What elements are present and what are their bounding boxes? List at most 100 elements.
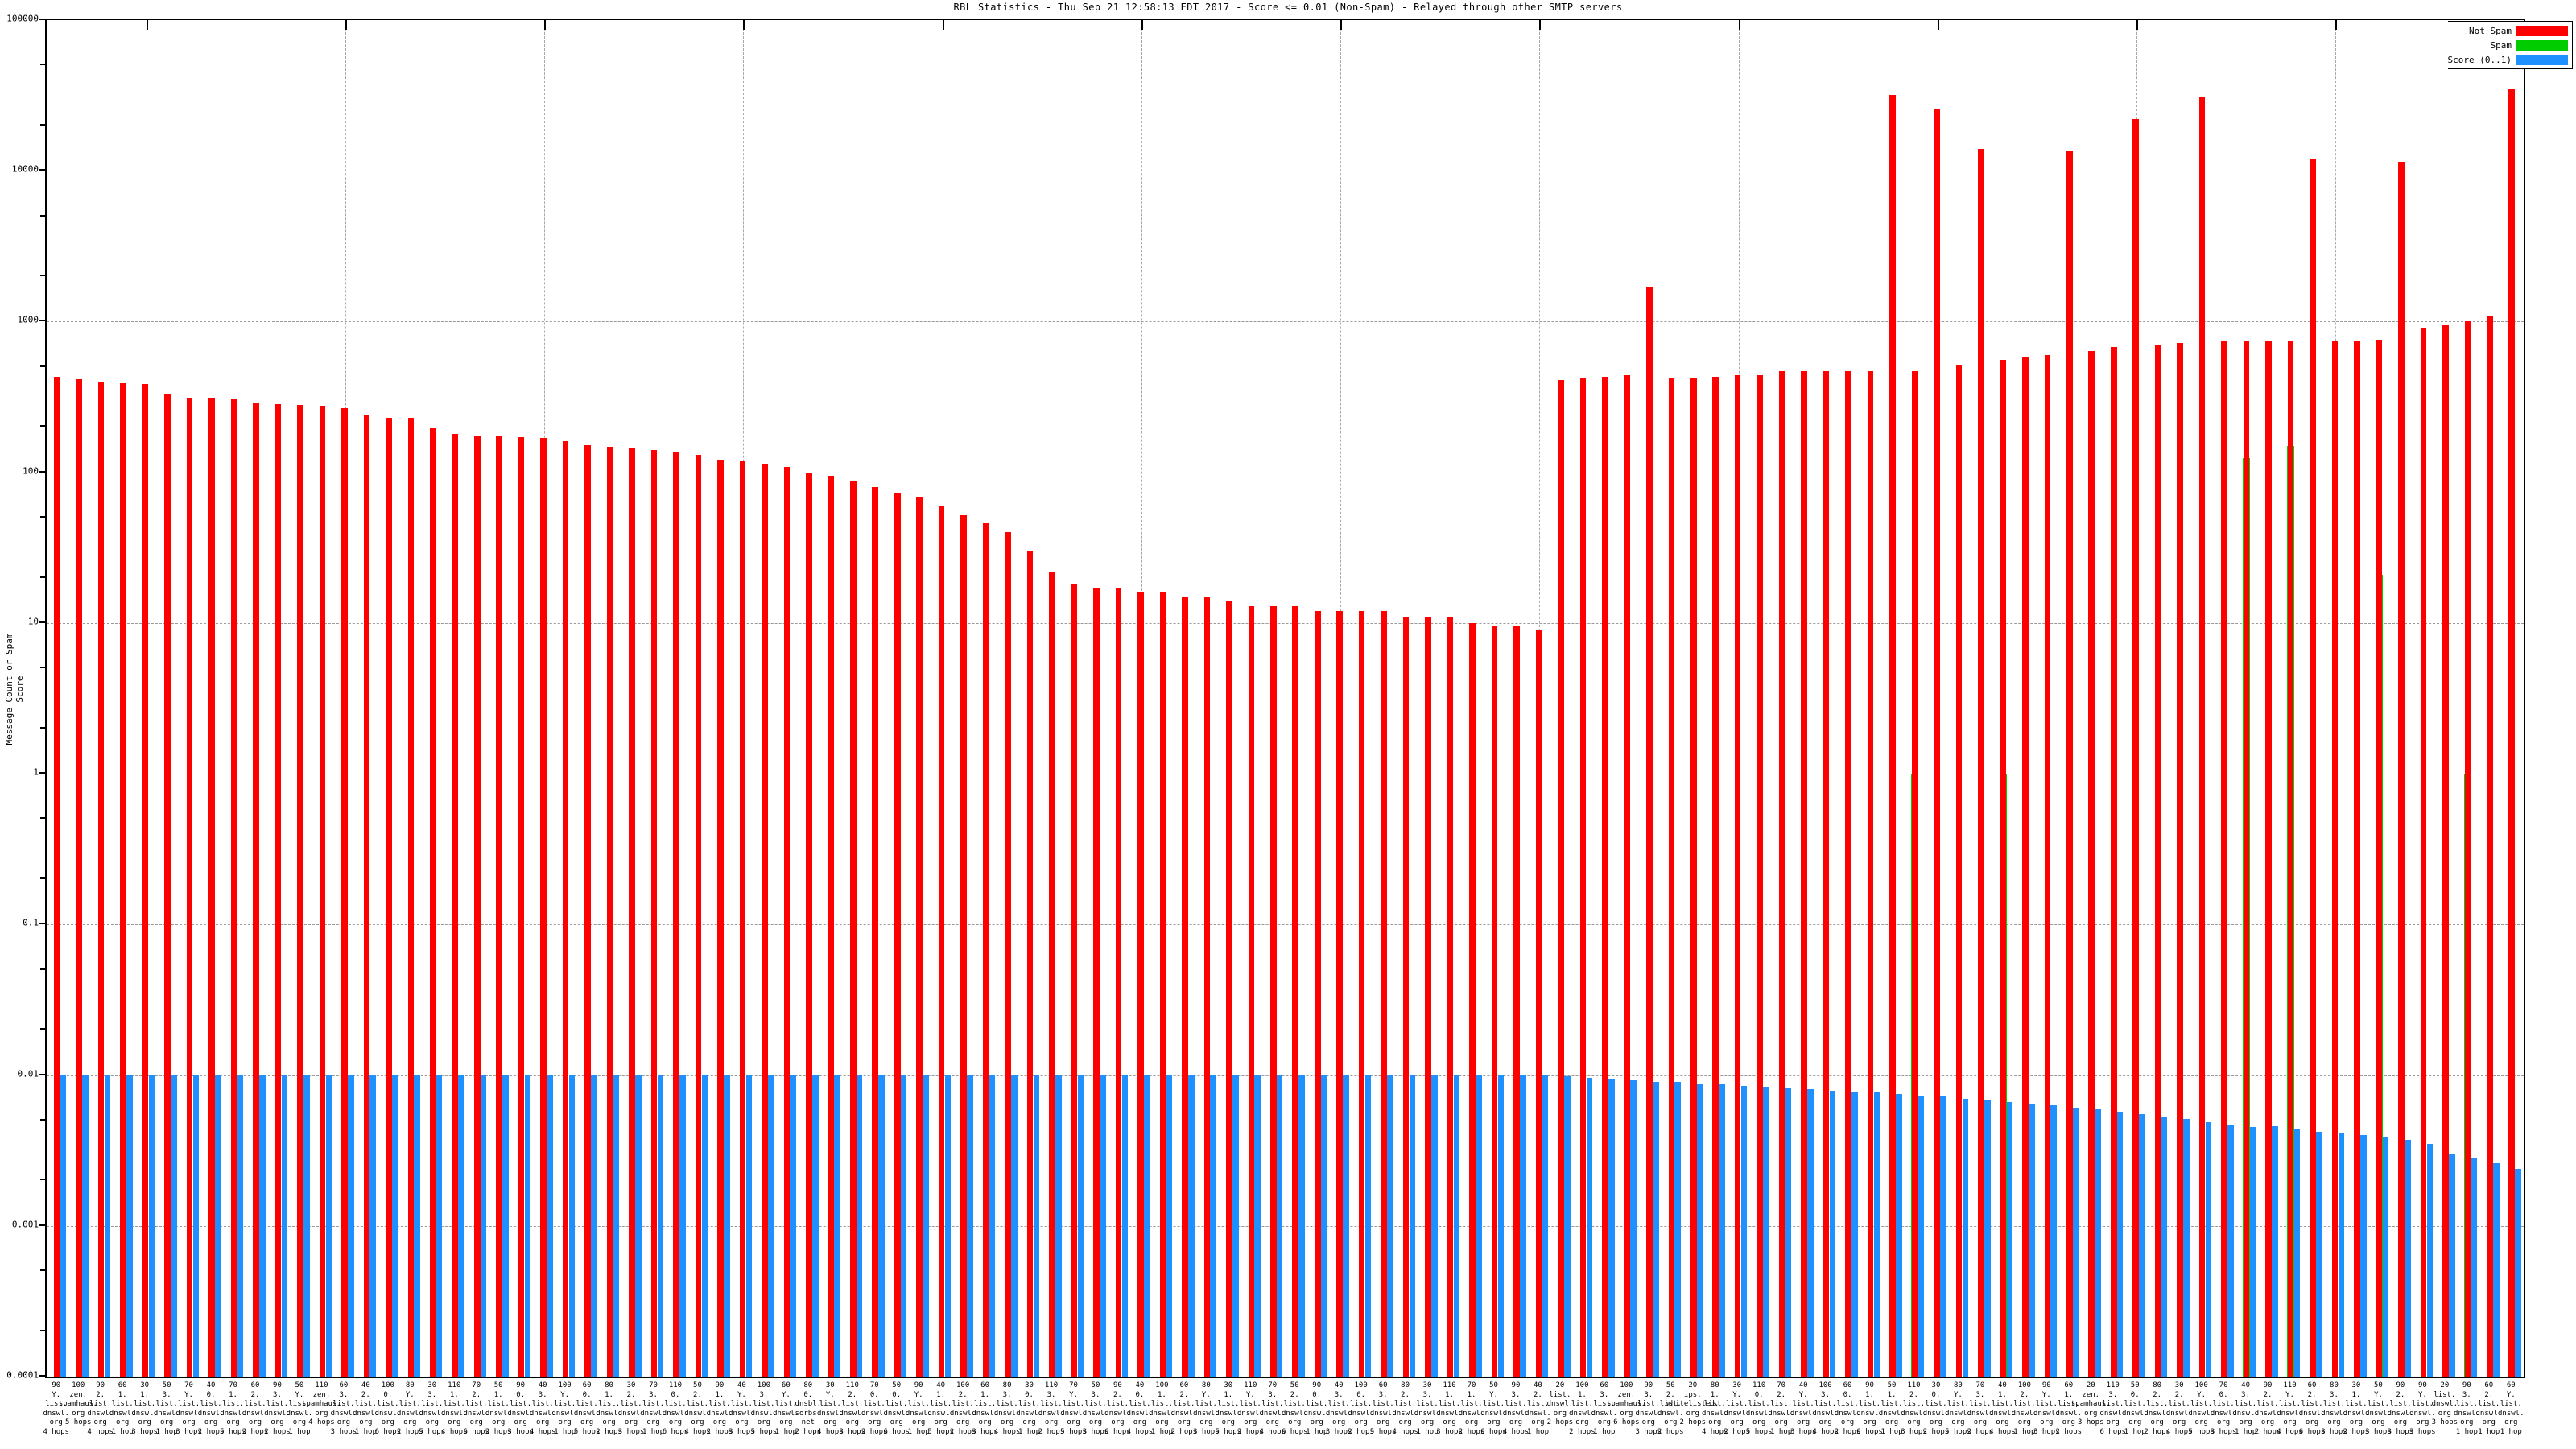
bar-score <box>60 1075 67 1377</box>
x-axis-label: 60 3. list. dnswl. org 5 hops <box>1369 1381 1397 1436</box>
bar-score <box>1807 1088 1814 1377</box>
bar-not-spam <box>2287 341 2294 1377</box>
x-axis-label: 90 Y. list. dnswl. org 1 hop <box>905 1381 932 1436</box>
x-axis-label: 70 3. list. dnswl. org 4 hops <box>1259 1381 1286 1436</box>
y-tick-minor <box>40 1179 46 1181</box>
bar-score <box>834 1075 840 1377</box>
x-axis-label: 80 3. list. dnswl. org 4 hops <box>993 1381 1021 1436</box>
bar-score <box>2492 1163 2500 1377</box>
bar-not-spam <box>473 436 481 1377</box>
bar-not-spam <box>2243 341 2250 1377</box>
y-tick-minor <box>40 516 46 518</box>
x-axis-label: 90 0. list. dnswl. org 1 hop <box>1303 1381 1330 1436</box>
y-tick-label: 10 <box>27 616 39 627</box>
y-tick-minor <box>40 817 46 819</box>
bar-not-spam <box>341 408 348 1377</box>
bar-score <box>2050 1105 2058 1377</box>
x-axis-label: 110 3. list. dnswl. org 2 hops <box>1038 1381 1065 1436</box>
bar-score <box>2293 1129 2301 1377</box>
x-axis-label: 90 2. list. dnswl. org 3 hops <box>2387 1381 2414 1436</box>
bar-score <box>1254 1075 1261 1377</box>
x-axis-label: 50 1. list. dnswl. org 1 hop <box>1878 1381 1905 1436</box>
x-axis-label: 50 Y. list. dnswl. org 3 hops <box>2365 1381 2392 1436</box>
bar-score <box>2227 1124 2234 1377</box>
bar-score <box>1144 1075 1150 1377</box>
bar-score <box>944 1075 952 1377</box>
bar-not-spam <box>2442 324 2449 1377</box>
bar-score <box>2006 1102 2013 1377</box>
bar-score <box>989 1075 996 1377</box>
x-tick <box>2136 19 2139 30</box>
bar-score <box>2072 1107 2079 1377</box>
x-axis-label: 20 list. dnswl. org 2 hops <box>1546 1381 1574 1426</box>
bar-score <box>2316 1132 2322 1377</box>
bar-not-spam <box>1778 370 1785 1377</box>
bar-score <box>104 1075 111 1377</box>
bar-score <box>1364 1075 1372 1377</box>
bar-not-spam <box>1469 622 1476 1377</box>
y-tick-minor <box>40 1028 46 1030</box>
bar-score <box>391 1075 398 1377</box>
x-axis-label: 70 1. list. dnswl. org 2 hops <box>1458 1381 1485 1436</box>
bar-score <box>303 1075 310 1377</box>
bar-not-spam <box>363 415 370 1377</box>
x-axis-label: 30 0. list. dnswl. org 2 hops <box>1922 1381 1950 1436</box>
bar-score <box>524 1075 531 1377</box>
x-tick <box>1141 19 1143 30</box>
bar-score <box>2448 1154 2455 1377</box>
bar-score <box>1320 1075 1327 1377</box>
bar-not-spam <box>1668 378 1675 1377</box>
x-axis-label: 100 0. list. dnswl. org 2 hops <box>1348 1381 1374 1436</box>
x-axis-label: 60 1. list. dnswl. org 2 hops <box>2055 1381 2083 1436</box>
bar-not-spam <box>120 383 126 1377</box>
x-axis-labels: 90 Y. list. dnswl. org 4 hops 100 zen. spamhaus.… <box>43 1381 2525 1449</box>
bar-score <box>591 1075 597 1377</box>
bar-not-spam <box>1624 375 1631 1377</box>
bar-not-spam <box>849 481 857 1377</box>
bar-score <box>1586 1077 1593 1377</box>
x-axis-label: 60 3. list. dnswl. org 1 hop <box>1591 1381 1618 1436</box>
x-axis-label: 110 0. list. dnswl. org 5 hops <box>1745 1381 1773 1436</box>
bar-score <box>2382 1137 2389 1377</box>
bar-not-spam <box>2177 343 2183 1377</box>
bar-score <box>259 1075 266 1377</box>
x-axis-label: 40 3. list. dnswl. org 1 hop <box>2232 1381 2259 1436</box>
plot-area <box>45 19 2525 1378</box>
bar-score <box>1829 1090 1836 1377</box>
bar-score <box>1652 1082 1659 1377</box>
bar-score <box>436 1075 443 1377</box>
bar-not-spam <box>253 402 259 1377</box>
bar-score <box>1409 1075 1416 1377</box>
x-axis-label: 90 3. list. dnswl. org 4 hops <box>1502 1381 1530 1436</box>
x-axis-label: 60 0. list. dnswl. org 5 hops <box>573 1381 601 1436</box>
x-tick <box>743 19 745 30</box>
x-tick <box>1738 19 1740 30</box>
legend-label-score: Score (0..1) <box>2447 54 2512 65</box>
x-axis-label: 90 3. list. dnswl. org 2 hops <box>264 1381 291 1436</box>
bar-score <box>1630 1080 1637 1377</box>
bar-not-spam <box>872 486 879 1377</box>
bar-not-spam <box>2464 321 2471 1377</box>
y-tick <box>39 772 46 774</box>
x-axis-label: 100 Y. list. dnswl. org 5 hops <box>2188 1381 2215 1436</box>
bar-not-spam <box>2000 359 2007 1377</box>
y-tick-minor <box>40 64 46 66</box>
legend-label-spam: Spam <box>2490 39 2512 51</box>
y-tick-label: 0.0001 <box>6 1369 39 1381</box>
x-axis-label: 110 3. list. dnswl. org 6 hops <box>2099 1381 2126 1436</box>
bar-score <box>1121 1075 1129 1377</box>
bar-score <box>192 1075 200 1377</box>
bar-score <box>1431 1075 1438 1377</box>
x-axis-label: 70 1. list. dnswl. org 5 hops <box>220 1381 246 1436</box>
legend-swatch-score <box>2516 54 2568 65</box>
x-axis-label: 80 3. list. dnswl. org 3 hops <box>2321 1381 2347 1436</box>
bar-not-spam <box>1292 605 1299 1377</box>
y-tick-label: 100 <box>23 465 39 477</box>
bar-not-spam <box>2154 345 2161 1377</box>
x-axis-label: 70 2. list. dnswl. org 1 hop <box>1768 1381 1794 1436</box>
x-axis-label: 80 1. list. dnswl. org 4 hops <box>1701 1381 1728 1436</box>
x-axis-label: 50 0. list. dnswl. org 6 hops <box>883 1381 910 1436</box>
x-axis-label: 30 3. list. dnswl. org 1 hop <box>1414 1381 1441 1436</box>
bar-not-spam <box>960 514 967 1377</box>
bar-not-spam <box>1159 592 1166 1377</box>
